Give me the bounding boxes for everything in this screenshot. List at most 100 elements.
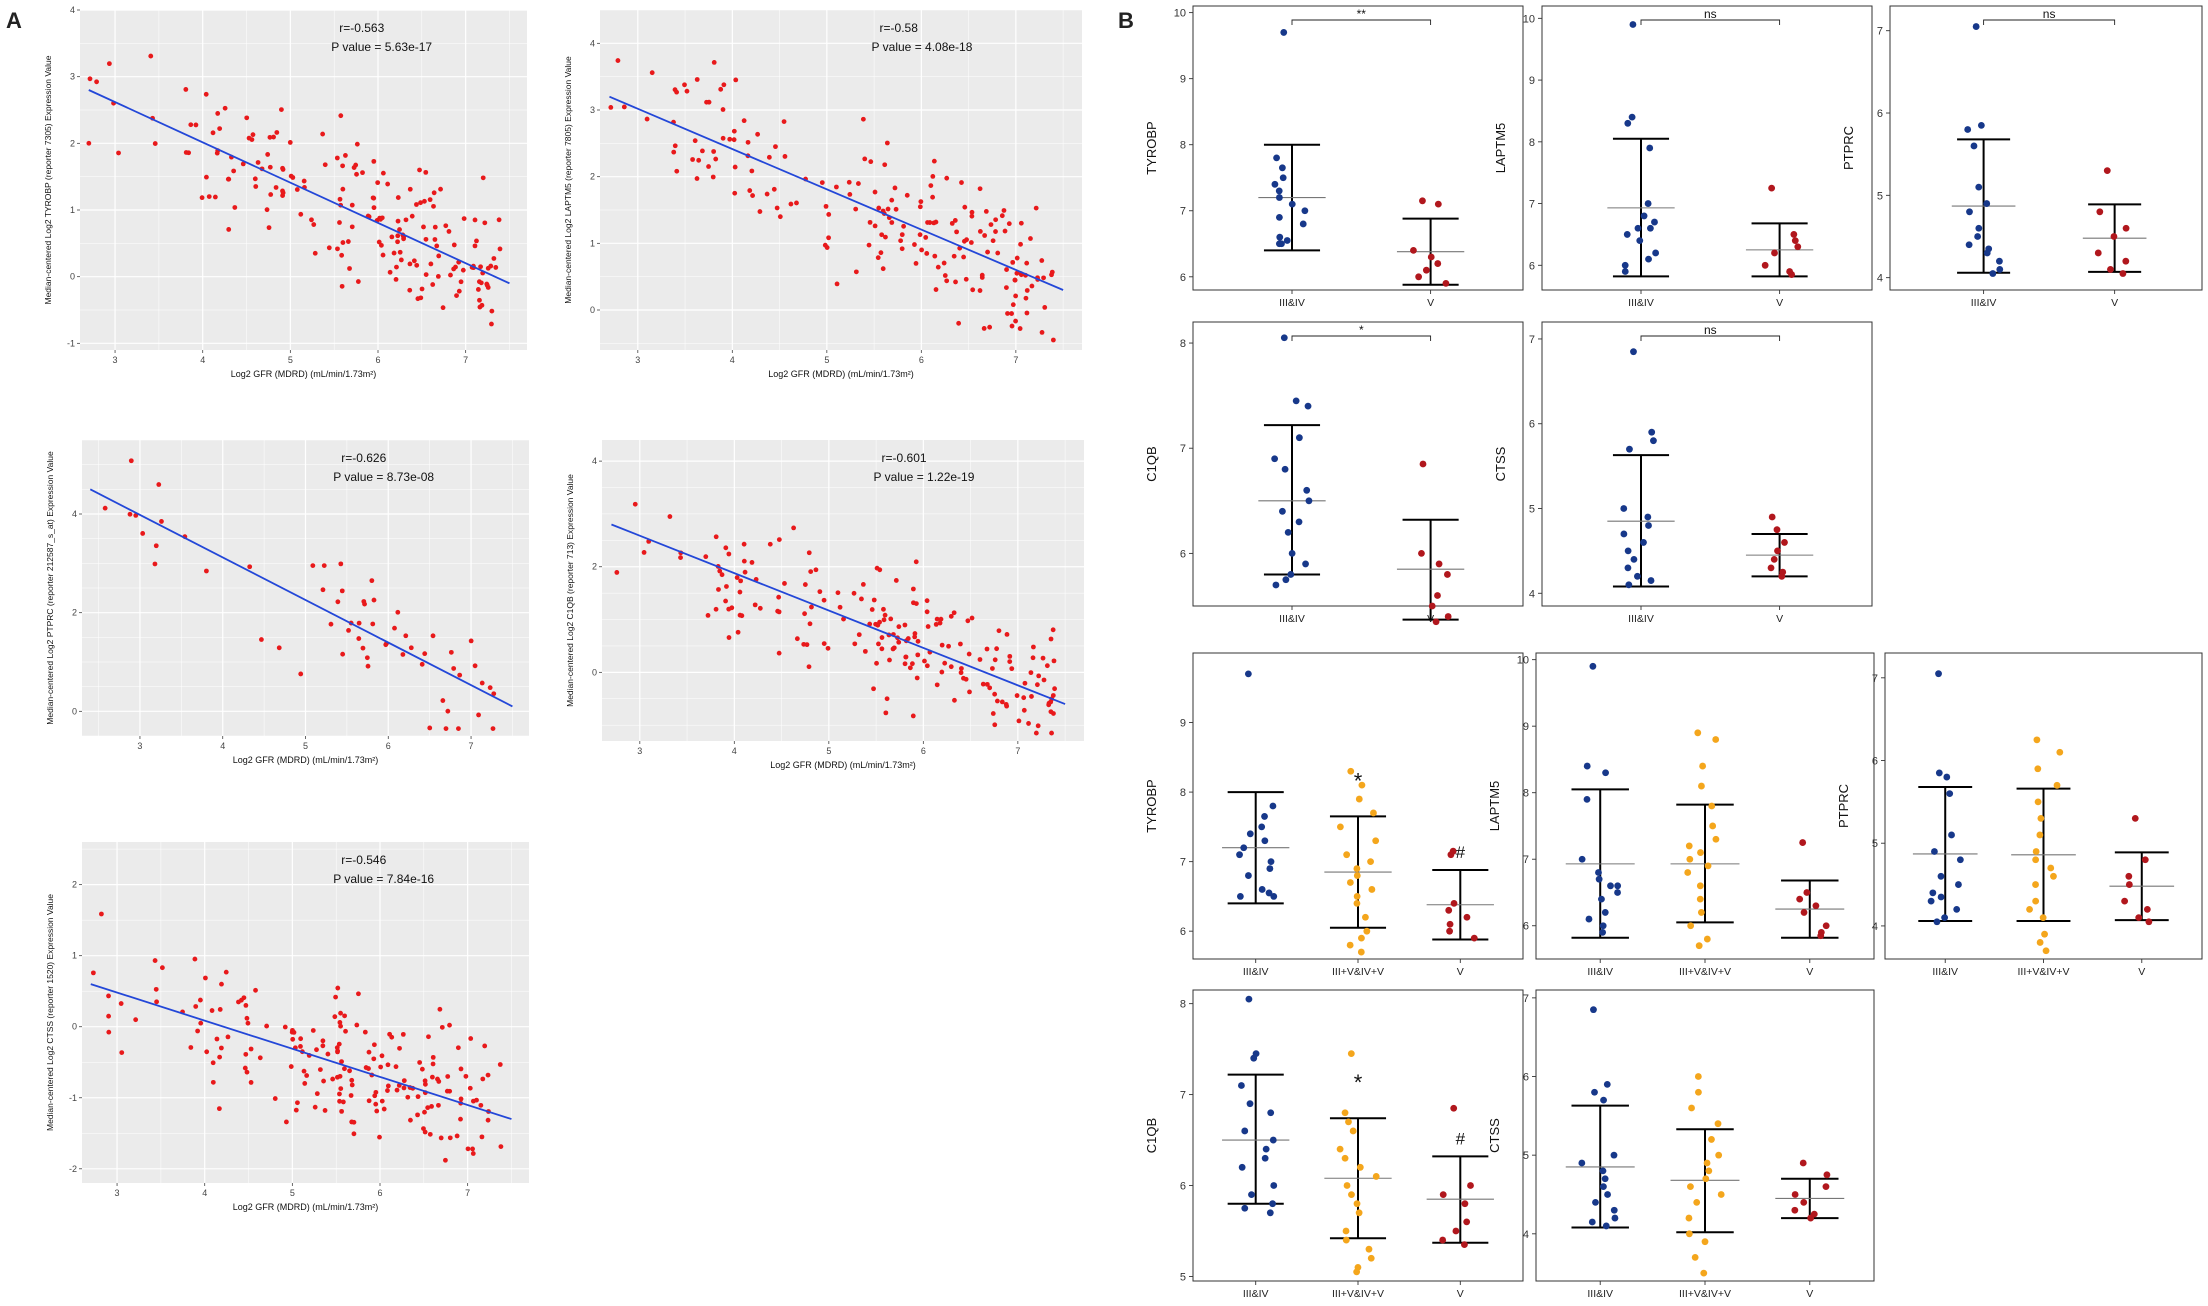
data-point xyxy=(962,204,968,210)
data-point xyxy=(1444,613,1452,620)
data-point xyxy=(443,223,449,229)
data-point xyxy=(304,1073,310,1078)
data-point xyxy=(1007,659,1013,664)
data-point xyxy=(2122,224,2130,232)
y-tick-label: 7 xyxy=(1523,854,1529,866)
data-point xyxy=(1301,207,1309,215)
data-point xyxy=(879,232,885,238)
data-point xyxy=(1238,1163,1246,1171)
data-point xyxy=(1347,767,1355,775)
data-point xyxy=(2034,798,2042,806)
y-tick-label: 7 xyxy=(1529,199,1535,211)
data-point xyxy=(444,1088,450,1094)
data-point xyxy=(781,119,787,125)
data-point xyxy=(421,224,426,230)
y-tick-label: 5 xyxy=(1872,838,1878,850)
data-point xyxy=(1042,304,1048,310)
data-point xyxy=(826,212,832,217)
data-point xyxy=(443,726,449,731)
data-point xyxy=(371,1056,377,1062)
data-point xyxy=(266,225,272,231)
x-tick-label: III&IV xyxy=(1243,966,1269,978)
data-point xyxy=(883,710,889,716)
data-point xyxy=(314,1047,319,1053)
data-point xyxy=(480,1076,486,1082)
data-point xyxy=(204,1049,210,1055)
data-point xyxy=(312,250,318,256)
data-point xyxy=(1620,530,1628,538)
data-point xyxy=(87,76,93,82)
data-point xyxy=(948,613,954,619)
data-point xyxy=(1304,402,1312,410)
data-point xyxy=(994,646,1000,652)
data-point xyxy=(1279,174,1287,182)
data-point xyxy=(421,1126,426,1131)
data-point xyxy=(1771,249,1778,257)
data-point xyxy=(915,638,921,644)
data-point xyxy=(959,180,964,185)
data-point xyxy=(371,597,377,603)
data-point xyxy=(325,1051,331,1057)
data-point xyxy=(1258,886,1266,893)
data-point xyxy=(422,1078,428,1084)
data-point xyxy=(1446,927,1453,935)
y-tick-label: 5 xyxy=(1529,504,1535,516)
data-point xyxy=(1368,886,1376,893)
data-point xyxy=(321,563,327,569)
data-point xyxy=(887,657,892,663)
x-tick-label: III&IV xyxy=(1587,1288,1613,1300)
data-point xyxy=(1410,246,1417,254)
data-point xyxy=(1450,899,1458,907)
data-point xyxy=(1028,236,1033,241)
data-point xyxy=(1467,1182,1474,1189)
data-point xyxy=(1299,220,1307,228)
data-point xyxy=(345,239,351,244)
data-point xyxy=(153,986,159,992)
plot-frame xyxy=(1889,5,2203,291)
data-point xyxy=(156,482,162,487)
data-point xyxy=(2110,233,2118,240)
data-point xyxy=(1266,1209,1274,1217)
data-point xyxy=(1794,243,1802,251)
data-point xyxy=(934,616,940,622)
y-tick-label: 9 xyxy=(1523,721,1529,733)
data-point xyxy=(726,606,732,612)
data-point xyxy=(298,671,304,677)
y-tick-label: 1 xyxy=(70,205,75,215)
data-point xyxy=(994,698,1000,704)
data-point xyxy=(183,87,189,92)
data-point xyxy=(1357,948,1365,956)
y-axis-title: Median-centered Log2 PTPRC (reporter 212… xyxy=(45,451,55,725)
data-point xyxy=(747,188,753,193)
data-point xyxy=(2143,905,2151,913)
data-point xyxy=(1935,769,1943,777)
y-axis-title: CTSS xyxy=(1493,446,1508,481)
data-point xyxy=(749,168,755,174)
data-point xyxy=(2096,208,2104,216)
data-point xyxy=(871,686,876,692)
data-point xyxy=(298,1036,304,1042)
y-tick-label: 6 xyxy=(1180,548,1186,560)
data-point xyxy=(360,645,366,651)
data-point xyxy=(1275,194,1283,201)
data-point xyxy=(415,1094,421,1100)
data-point xyxy=(106,61,112,67)
data-point xyxy=(423,272,429,277)
data-point xyxy=(641,550,647,555)
y-axis-title: LAPTM5 xyxy=(1487,781,1502,832)
data-point xyxy=(1282,576,1290,584)
data-point xyxy=(892,185,898,191)
data-point xyxy=(418,200,423,206)
data-point xyxy=(491,256,497,261)
data-point xyxy=(984,681,990,687)
data-point xyxy=(476,279,482,285)
y-tick-label: 7 xyxy=(1523,993,1529,1005)
data-point xyxy=(1778,572,1786,580)
data-point xyxy=(1602,769,1609,777)
data-point xyxy=(782,154,788,159)
p-value-label: P value = 5.63e-17 xyxy=(331,40,432,54)
data-point xyxy=(498,1144,504,1150)
data-point xyxy=(485,1117,491,1123)
x-tick-label: V xyxy=(2138,966,2145,978)
x-tick-label: 4 xyxy=(732,746,737,756)
